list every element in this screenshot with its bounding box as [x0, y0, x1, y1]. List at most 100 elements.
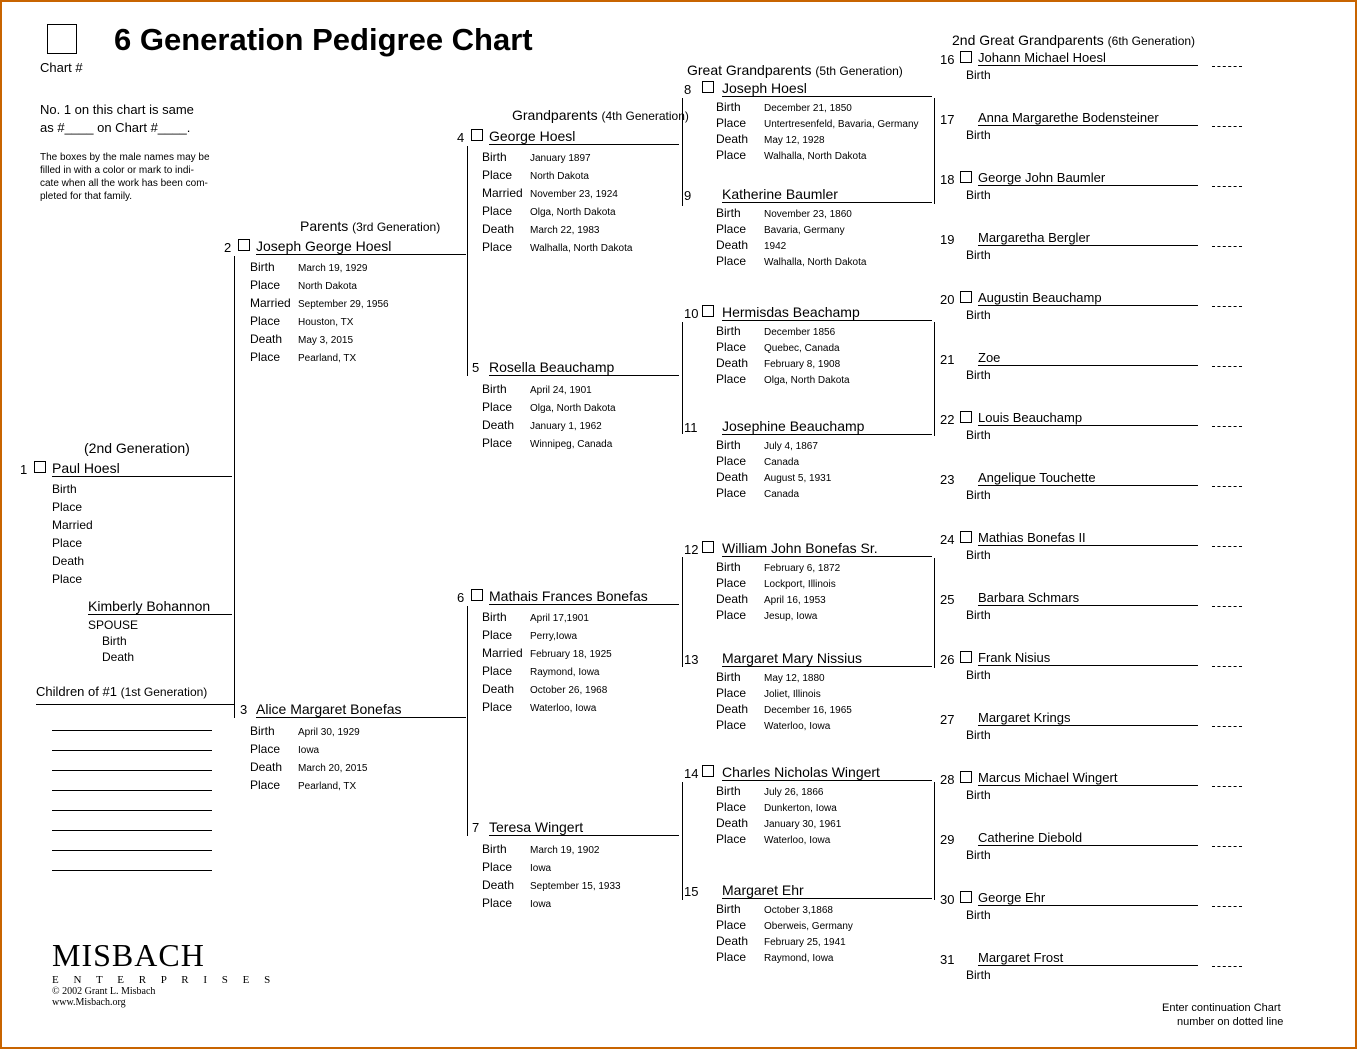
p29-num: 29 — [940, 832, 954, 847]
p1-married: Married — [52, 518, 100, 532]
child-line-6[interactable] — [52, 830, 212, 831]
line-p3-grand — [467, 606, 468, 836]
p10-box[interactable] — [702, 305, 714, 317]
p4-num: 4 — [457, 130, 464, 145]
child-line-5[interactable] — [52, 810, 212, 811]
p28-box[interactable] — [960, 771, 972, 783]
p5-place2: PlaceWinnipeg, Canada — [482, 436, 612, 450]
p20-continuation-line[interactable] — [1212, 306, 1242, 307]
p16-name: Johann Michael Hoesl — [978, 50, 1198, 66]
p18-box[interactable] — [960, 171, 972, 183]
p13-f2: DeathDecember 16, 1965 — [716, 702, 852, 716]
p19-name: Margaretha Bergler — [978, 230, 1198, 246]
child-line-3[interactable] — [52, 770, 212, 771]
child-line-4[interactable] — [52, 790, 212, 791]
p26-birth: Birth — [966, 668, 1014, 682]
p10-name: Hermisdas Beachamp — [722, 304, 932, 321]
p27-continuation-line[interactable] — [1212, 726, 1242, 727]
p21-continuation-line[interactable] — [1212, 366, 1242, 367]
p27-name: Margaret Krings — [978, 710, 1198, 726]
logo-url: www.Misbach.org — [52, 997, 276, 1008]
p11-f2: DeathAugust 5, 1931 — [716, 470, 831, 484]
p16-continuation-line[interactable] — [1212, 66, 1242, 67]
note-line-2b: filled in with a color or mark to indi- — [40, 165, 194, 176]
child-line-2[interactable] — [52, 750, 212, 751]
p6-box[interactable] — [471, 589, 483, 601]
p3-death: DeathMarch 20, 2015 — [250, 760, 368, 774]
p17-continuation-line[interactable] — [1212, 126, 1242, 127]
p11-f3: PlaceCanada — [716, 486, 799, 500]
children-header-line — [36, 704, 234, 705]
p1-name: Paul Hoesl — [52, 460, 232, 477]
p6-death: DeathOctober 26, 1968 — [482, 682, 607, 696]
p15-f0: BirthOctober 3,1868 — [716, 902, 833, 916]
note-line-1b: as #____ on Chart #____. — [40, 120, 190, 135]
p29-continuation-line[interactable] — [1212, 846, 1242, 847]
p14-name: Charles Nicholas Wingert — [722, 764, 932, 781]
p8-name: Joseph Hoesl — [722, 80, 932, 97]
p1-place3: Place — [52, 572, 100, 586]
p7-num: 7 — [472, 820, 479, 835]
p9-name: Katherine Baumler — [722, 186, 932, 203]
p20-box[interactable] — [960, 291, 972, 303]
chart-number-box[interactable] — [47, 24, 77, 54]
p11-num: 11 — [684, 420, 698, 435]
p17-name: Anna Margarethe Bodensteiner — [978, 110, 1198, 126]
p21-num: 21 — [940, 352, 954, 367]
gen6-header: 2nd Great Grandparents (6th Generation) — [952, 32, 1195, 48]
p30-box[interactable] — [960, 891, 972, 903]
p22-box[interactable] — [960, 411, 972, 423]
p9-f2: Death1942 — [716, 238, 786, 252]
p12-f3: PlaceJesup, Iowa — [716, 608, 817, 622]
child-line-8[interactable] — [52, 870, 212, 871]
p5-death: DeathJanuary 1, 1962 — [482, 418, 602, 432]
p28-continuation-line[interactable] — [1212, 786, 1242, 787]
note-line-1a: No. 1 on this chart is same — [40, 102, 194, 117]
p28-num: 28 — [940, 772, 954, 787]
p25-continuation-line[interactable] — [1212, 606, 1242, 607]
p5-place1: PlaceOlga, North Dakota — [482, 400, 616, 414]
p9-f1: PlaceBavaria, Germany — [716, 222, 845, 236]
chart-title: 6 Generation Pedigree Chart — [114, 22, 533, 58]
p22-continuation-line[interactable] — [1212, 426, 1242, 427]
p26-continuation-line[interactable] — [1212, 666, 1242, 667]
p1-death: Death — [52, 554, 100, 568]
p7-place1: PlaceIowa — [482, 860, 551, 874]
p31-continuation-line[interactable] — [1212, 966, 1242, 967]
p29-name: Catherine Diebold — [978, 830, 1198, 846]
p1-birth: Birth — [52, 482, 100, 496]
p15-name: Margaret Ehr — [722, 882, 932, 899]
p1-place2: Place — [52, 536, 100, 550]
p24-box[interactable] — [960, 531, 972, 543]
p12-box[interactable] — [702, 541, 714, 553]
p30-continuation-line[interactable] — [1212, 906, 1242, 907]
p16-birth: Birth — [966, 68, 1014, 82]
p5-num: 5 — [472, 360, 479, 375]
p16-num: 16 — [940, 52, 954, 67]
p19-continuation-line[interactable] — [1212, 246, 1242, 247]
p18-birth: Birth — [966, 188, 1014, 202]
p24-continuation-line[interactable] — [1212, 546, 1242, 547]
p18-continuation-line[interactable] — [1212, 186, 1242, 187]
pedigree-chart-page: 6 Generation Pedigree Chart Chart # No. … — [0, 0, 1357, 1049]
p26-name: Frank Nisius — [978, 650, 1198, 666]
p14-box[interactable] — [702, 765, 714, 777]
p20-birth: Birth — [966, 308, 1014, 322]
p12-num: 12 — [684, 542, 698, 557]
p25-name: Barbara Schmars — [978, 590, 1198, 606]
p2-box[interactable] — [238, 239, 250, 251]
line-p8-to-p9 — [934, 98, 935, 204]
p23-continuation-line[interactable] — [1212, 486, 1242, 487]
child-line-7[interactable] — [52, 850, 212, 851]
p2-place1: PlaceNorth Dakota — [250, 278, 357, 292]
p4-box[interactable] — [471, 129, 483, 141]
p1-box[interactable] — [34, 461, 46, 473]
p3-name: Alice Margaret Bonefas — [256, 701, 466, 718]
p8-box[interactable] — [702, 81, 714, 93]
p2-birth: BirthMarch 19, 1929 — [250, 260, 368, 274]
p1-place1: Place — [52, 500, 100, 514]
p7-name: Teresa Wingert — [489, 819, 679, 836]
p26-box[interactable] — [960, 651, 972, 663]
p16-box[interactable] — [960, 51, 972, 63]
child-line-1[interactable] — [52, 730, 212, 731]
